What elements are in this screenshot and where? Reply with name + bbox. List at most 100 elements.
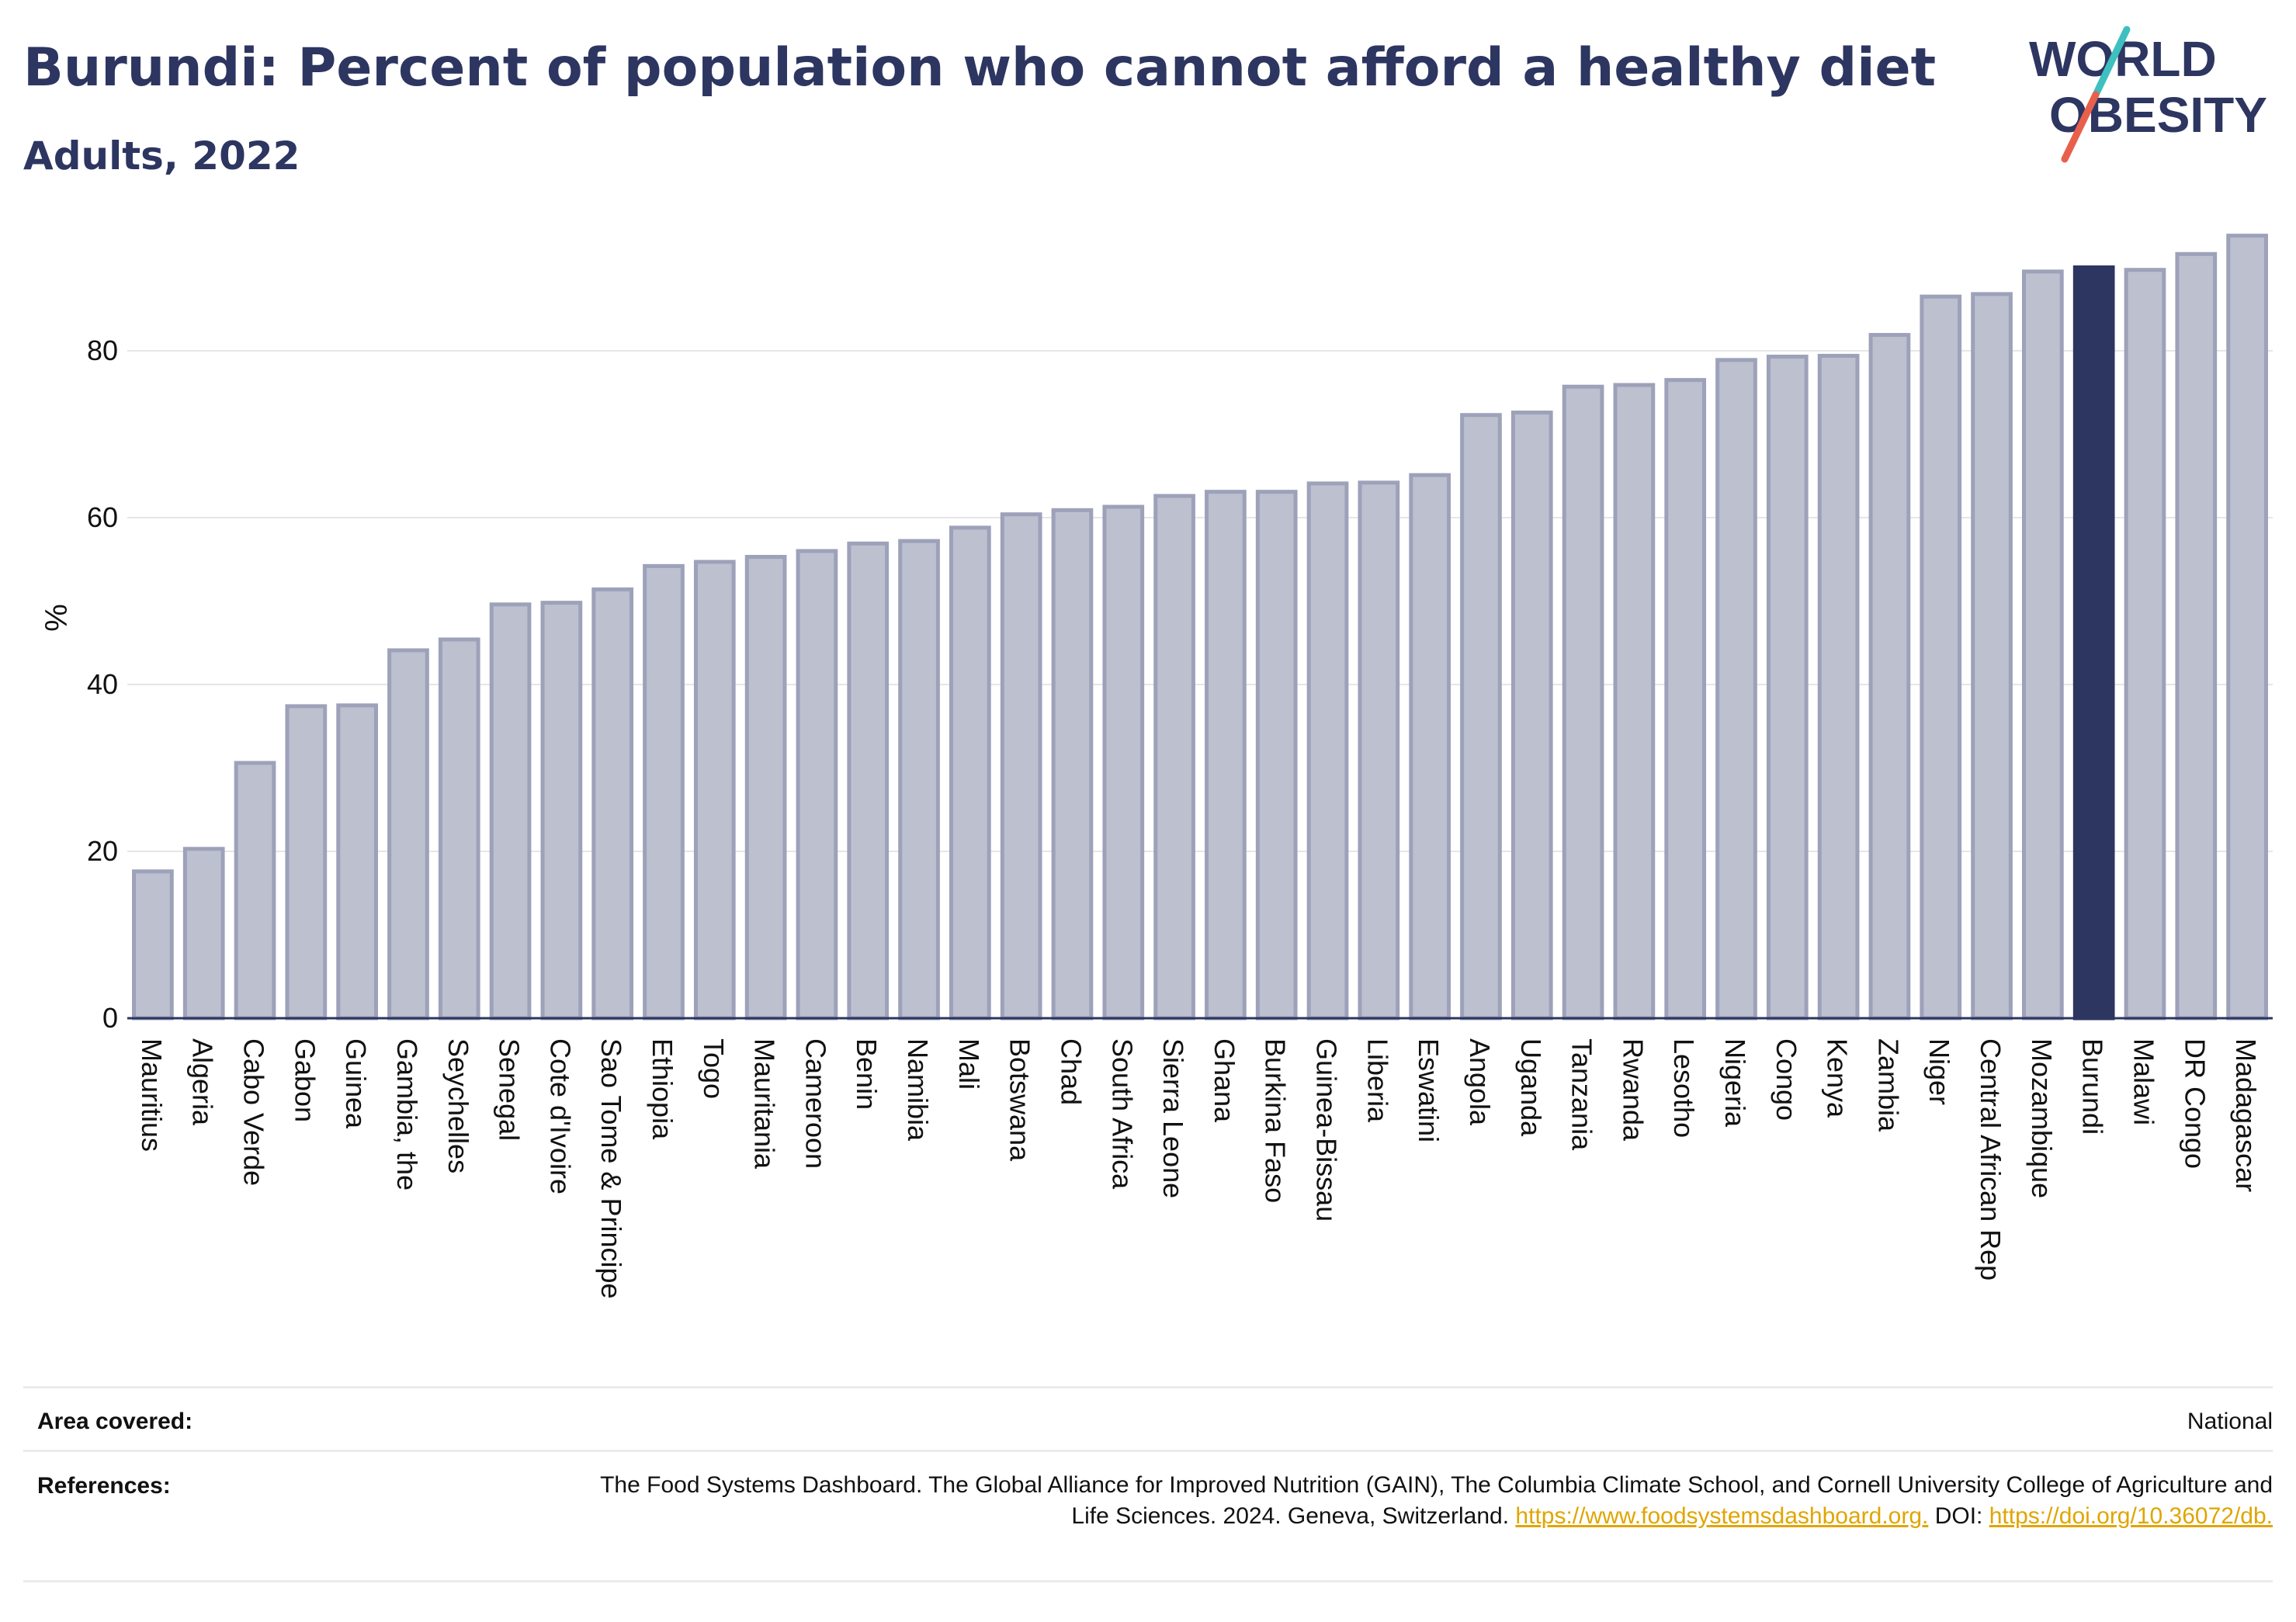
bar — [489, 602, 532, 1021]
bar — [847, 541, 890, 1021]
x-tick-label: Cabo Verde — [238, 1038, 270, 1186]
bar — [2022, 269, 2064, 1021]
x-tick-label: Senegal — [494, 1038, 525, 1141]
x-tick-label: Lesotho — [1668, 1038, 1700, 1138]
bar — [1817, 353, 1860, 1021]
area-covered-value: National — [2187, 1409, 2273, 1434]
bar — [949, 525, 991, 1021]
x-tick-label: Guinea-Bissau — [1311, 1038, 1343, 1222]
y-tick-label: 20 — [87, 835, 118, 867]
bar — [2072, 265, 2115, 1021]
y-axis-label: % — [38, 604, 72, 632]
bar — [591, 587, 634, 1021]
bar — [1051, 508, 1094, 1021]
bar — [234, 761, 276, 1021]
x-tick-label: Central African Rep — [1975, 1038, 2006, 1281]
x-tick-label: Burundi — [2077, 1038, 2109, 1135]
bar — [2124, 268, 2166, 1021]
bar — [1102, 504, 1145, 1021]
bar-chart: 0 20 40 60 80% Mauritius Algeria Cabo Verde Gabo… — [38, 234, 2273, 1299]
bar — [744, 555, 787, 1021]
x-tick-label: Mauritius — [136, 1038, 168, 1152]
bar — [336, 703, 378, 1021]
bar — [898, 539, 940, 1021]
bar — [1510, 411, 1553, 1021]
area-covered-label: Area covered: — [37, 1409, 193, 1434]
x-tick-label: Chad — [1055, 1038, 1087, 1105]
x-tick-label: Nigeria — [1719, 1038, 1751, 1128]
references-doi-label: DOI: — [1934, 1503, 1983, 1529]
x-tick-label: Ethiopia — [647, 1038, 678, 1140]
logo-slash-bottom — [2061, 91, 2100, 163]
bar — [1306, 481, 1349, 1021]
x-tick-label: South Africa — [1106, 1038, 1138, 1190]
references-link-dashboard[interactable]: https://www.foodsystemsdashboard.org. — [1515, 1503, 1929, 1529]
footer-divider-bottom — [23, 1580, 2273, 1582]
bar — [1562, 384, 1604, 1021]
bar — [182, 847, 225, 1021]
bar — [643, 563, 685, 1021]
bar — [1664, 378, 1707, 1021]
bar — [1460, 413, 1502, 1021]
x-tick-label: DR Congo — [2179, 1038, 2211, 1169]
x-tick-label: Kenya — [1822, 1038, 1854, 1118]
references-text-block: The Food Systems Dashboard. The Global A… — [565, 1470, 2273, 1532]
x-tick-label: Mauritania — [749, 1038, 781, 1170]
bar — [387, 648, 429, 1021]
x-tick-label: Eswatini — [1413, 1038, 1445, 1142]
x-tick-label: Togo — [698, 1038, 730, 1099]
references-label: References: — [37, 1473, 171, 1499]
x-tick-label: Gabon — [289, 1038, 321, 1122]
y-tick-label: 0 — [102, 1002, 118, 1034]
x-tick-label: Mali — [953, 1038, 985, 1090]
logo-slash-top — [2092, 26, 2131, 99]
footer-divider-top — [23, 1386, 2273, 1388]
x-tick-label: Botswana — [1004, 1038, 1036, 1162]
bar — [1971, 292, 2013, 1021]
bar — [1409, 473, 1451, 1021]
bar — [2175, 251, 2218, 1021]
y-tick-label: 60 — [87, 501, 118, 533]
x-tick-label: Burkina Faso — [1260, 1038, 1292, 1203]
bar — [1153, 494, 1195, 1021]
bar — [1715, 358, 1757, 1021]
bar — [1613, 383, 1656, 1021]
bar — [1205, 490, 1247, 1021]
x-tick-label: Sierra Leone — [1157, 1038, 1189, 1198]
x-tick-label: Algeria — [187, 1038, 219, 1126]
bar — [2226, 234, 2268, 1021]
footer-divider-middle — [23, 1450, 2273, 1452]
references-text: The Food Systems Dashboard. The Global A… — [600, 1472, 2273, 1529]
y-tick-label: 40 — [87, 668, 118, 700]
x-tick-label: Gambia, the — [391, 1038, 423, 1191]
x-tick-label: Namibia — [902, 1038, 934, 1142]
bar — [1766, 355, 1809, 1021]
bar — [132, 869, 174, 1021]
x-tick-label: Rwanda — [1617, 1038, 1649, 1142]
bar — [285, 704, 328, 1021]
x-tick-label: Malawi — [2128, 1038, 2159, 1125]
x-tick-label: Cote d'Ivoire — [544, 1038, 576, 1194]
x-tick-label: Liberia — [1361, 1038, 1393, 1123]
references-link-doi[interactable]: https://doi.org/10.36072/db. — [1989, 1503, 2273, 1529]
x-tick-label: Seychelles — [442, 1038, 474, 1173]
x-tick-label: Zambia — [1872, 1038, 1904, 1132]
y-tick-label: 80 — [87, 334, 118, 366]
x-tick-label: Ghana — [1209, 1038, 1240, 1123]
world-obesity-logo: WORLD OBESITY — [2029, 26, 2267, 163]
x-tick-label: Angola — [1464, 1038, 1496, 1126]
x-tick-label: Benin — [851, 1038, 883, 1110]
x-tick-label: Sao Tome & Principe — [595, 1038, 627, 1299]
chart-title: Burundi: Percent of population who canno… — [23, 37, 1937, 99]
bar — [438, 637, 480, 1021]
x-tick-label: Congo — [1771, 1038, 1802, 1121]
x-tick-label: Madagascar — [2230, 1038, 2262, 1192]
x-tick-label: Cameroon — [799, 1038, 831, 1169]
x-tick-label: Uganda — [1515, 1038, 1547, 1137]
bar — [693, 560, 736, 1021]
bar — [1868, 333, 1911, 1021]
chart-subtitle: Adults, 2022 — [23, 133, 300, 178]
x-tick-label: Mozambique — [2026, 1038, 2058, 1198]
x-tick-label: Tanzania — [1566, 1038, 1598, 1151]
bar — [1358, 480, 1400, 1021]
